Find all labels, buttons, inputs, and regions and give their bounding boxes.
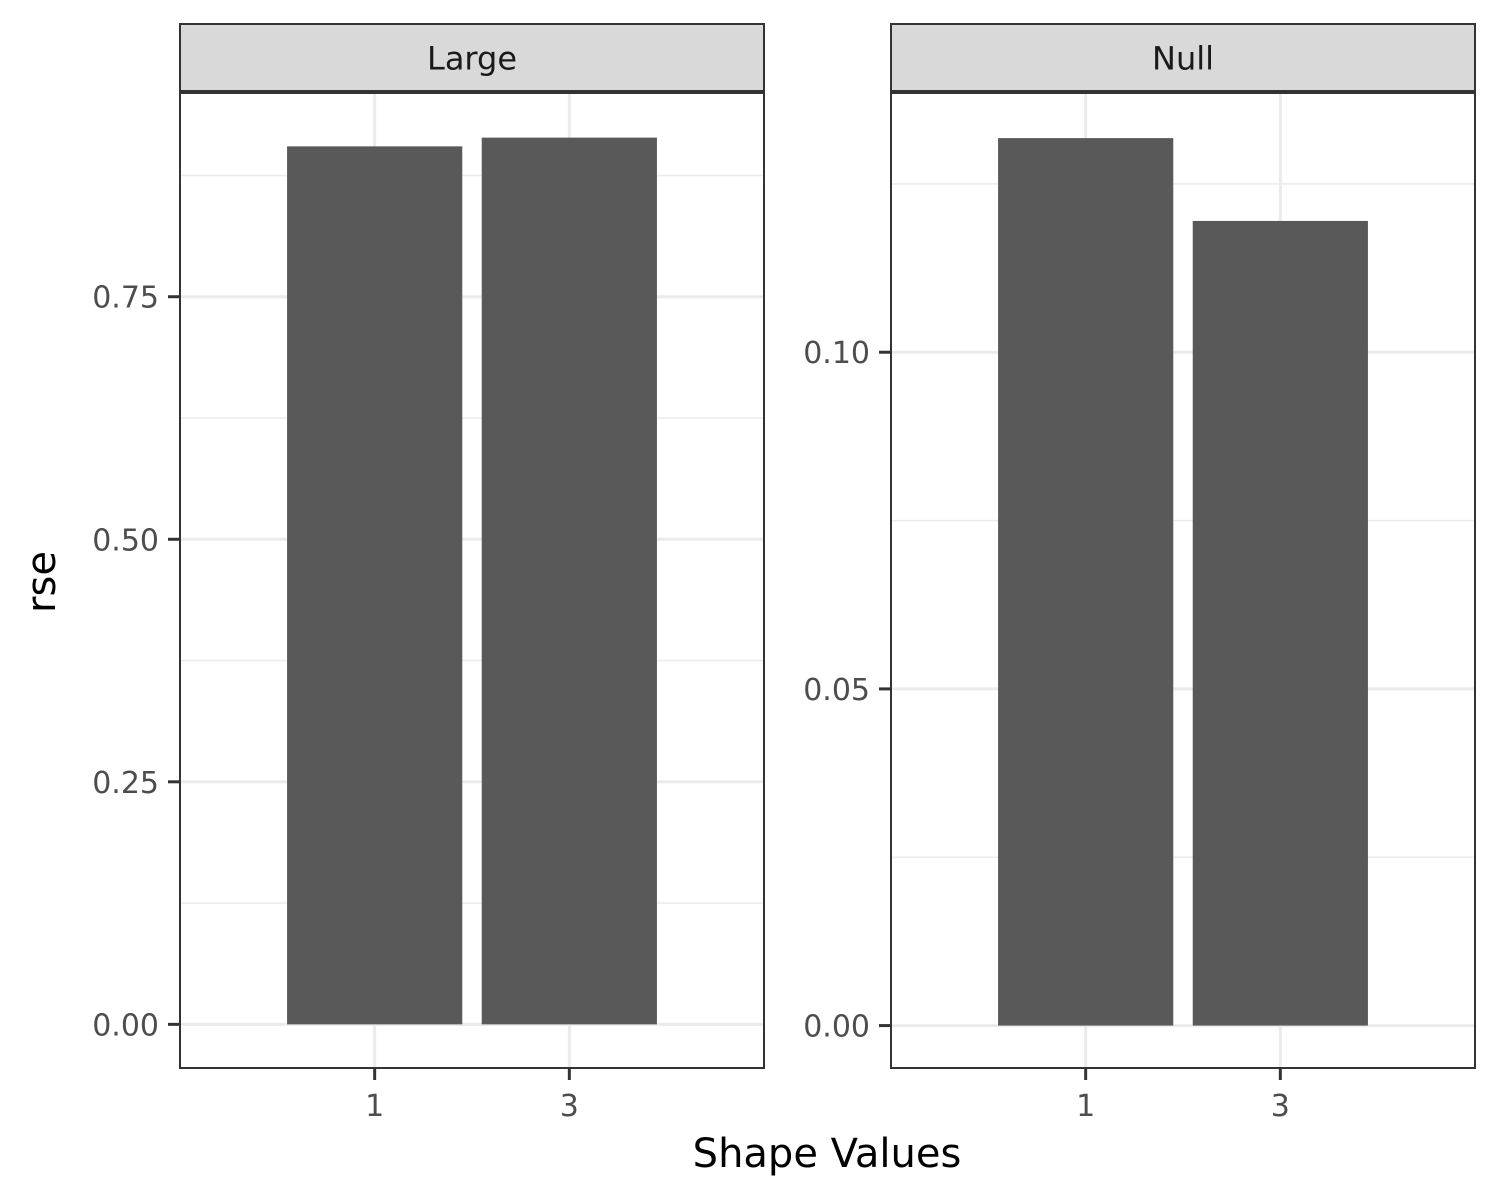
y-tick-label: 0.00	[803, 1010, 870, 1045]
panel-background	[180, 93, 764, 1068]
panel-border	[179, 92, 765, 1069]
x-tick-label: 1	[1076, 1089, 1095, 1124]
panel-large: Large 0.00 0.25 0.50 0.75 1 3	[92, 23, 765, 1124]
bar-null-3	[1192, 220, 1368, 1026]
bar-large-1	[287, 146, 463, 1025]
panel-border	[890, 92, 1476, 1069]
bar-large-3	[481, 137, 657, 1025]
panel-background	[891, 93, 1475, 1068]
y-axis-title: rse	[19, 551, 65, 613]
y-tick-label: 0.10	[803, 336, 870, 371]
facet-label-null: Null	[1152, 40, 1214, 78]
x-tick-label: 3	[1271, 1089, 1290, 1124]
y-tick-label: 0.05	[803, 673, 870, 708]
y-tick-label: 0.00	[92, 1008, 159, 1043]
x-tick-label: 3	[560, 1089, 579, 1124]
panel-null: Null 0.00 0.05 0.10 1 3	[803, 23, 1476, 1124]
x-axis-title: Shape Values	[693, 1131, 962, 1177]
bar-null-1	[998, 138, 1174, 1026]
facet-label-large: Large	[427, 40, 517, 78]
y-tick-label: 0.50	[92, 523, 159, 558]
facet-strip	[179, 23, 765, 92]
x-tick-label: 1	[365, 1089, 384, 1124]
y-tick-label: 0.25	[92, 766, 159, 801]
y-tick-label: 0.75	[92, 281, 159, 316]
facet-strip	[890, 23, 1476, 92]
